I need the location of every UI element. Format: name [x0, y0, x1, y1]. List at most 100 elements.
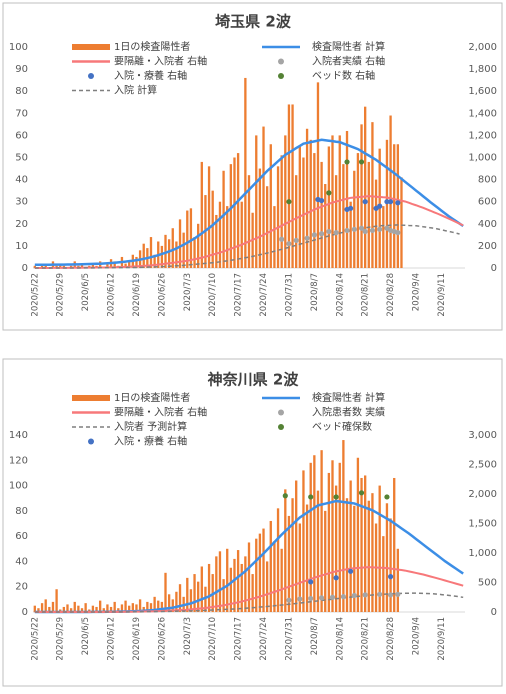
bar: [233, 157, 236, 268]
legend-swatch: [278, 424, 284, 430]
bar: [51, 601, 55, 612]
point: [293, 237, 299, 243]
y-tick-label: 20: [15, 582, 28, 593]
bar: [164, 572, 167, 612]
x-tick-label: 2020/7/3: [183, 273, 193, 311]
point: [326, 190, 332, 196]
y-tick-label: 60: [15, 130, 28, 141]
x-tick-label: 2020/6/12: [107, 617, 117, 661]
bar: [276, 508, 280, 612]
bar: [91, 605, 95, 612]
legend-label: 入院者 予測計算: [114, 420, 187, 433]
x-tick-label: 2020/8/7: [310, 273, 320, 311]
y-tick-label: 100: [9, 481, 28, 492]
bar: [258, 168, 262, 268]
point: [351, 226, 357, 232]
y2-tick-label: 2,000: [468, 42, 497, 53]
bar: [44, 599, 47, 612]
bar: [396, 144, 400, 268]
legend-label: 入院 計算: [114, 84, 157, 97]
y-tick-label: 90: [15, 64, 28, 75]
x-tick-label: 2020/8/7: [310, 617, 320, 655]
bar: [62, 606, 66, 612]
y-tick-label: 10: [15, 241, 28, 252]
y2-tick-label: 1,800: [468, 64, 497, 75]
bar: [302, 157, 305, 268]
point: [395, 591, 401, 597]
bar: [171, 599, 174, 612]
y2-tick-label: 0: [491, 263, 497, 274]
bar: [197, 581, 200, 612]
bar: [305, 504, 309, 612]
bar: [106, 263, 109, 268]
x-tick-label: 2020/5/22: [30, 617, 40, 661]
x-tick-label: 2020/7/24: [259, 273, 269, 317]
x-tick-label: 2020/7/31: [284, 273, 294, 317]
bar: [135, 604, 138, 612]
y2-tick-label: 1,400: [468, 108, 497, 119]
bar: [149, 237, 153, 268]
y2-tick-label: 400: [478, 219, 497, 230]
x-tick-label: 2020/8/21: [361, 617, 371, 661]
x-tick-label: 2020/5/22: [30, 273, 40, 317]
x-tick-label: 2020/7/17: [234, 273, 244, 317]
point: [377, 226, 383, 232]
x-tick-label: 2020/5/29: [56, 273, 66, 317]
bar: [342, 164, 345, 268]
y-tick-label: 0: [22, 607, 28, 618]
bar: [316, 490, 320, 612]
bar: [73, 601, 76, 612]
bar: [382, 206, 385, 268]
point: [282, 493, 288, 499]
bar: [175, 241, 178, 268]
point: [319, 231, 325, 237]
bar: [295, 480, 298, 612]
y2-tick-label: 1,500: [468, 519, 497, 530]
bar: [265, 186, 269, 268]
bar: [367, 161, 370, 268]
bar: [128, 261, 131, 268]
bar: [320, 161, 323, 268]
x-tick-label: 2020/5/29: [56, 617, 66, 661]
bar: [247, 175, 251, 268]
panel: [2, 358, 503, 687]
bar: [353, 505, 356, 612]
x-tick-label: 2020/8/14: [335, 617, 345, 661]
bar: [309, 462, 312, 612]
bar: [342, 440, 345, 612]
bar: [80, 608, 84, 612]
point: [351, 592, 357, 599]
bar: [396, 548, 400, 612]
y2-tick-label: 200: [478, 241, 497, 252]
y-tick-label: 60: [15, 531, 28, 542]
x-tick-label: 2020/8/28: [386, 273, 396, 317]
bar: [189, 208, 193, 268]
bar: [149, 603, 153, 612]
point: [348, 568, 354, 574]
point: [319, 595, 325, 601]
bar: [298, 523, 301, 612]
point: [286, 597, 292, 603]
bar: [124, 600, 127, 612]
bar: [226, 206, 229, 268]
point: [308, 595, 314, 602]
legend-label: 1日の検査陽性者: [114, 391, 190, 404]
legend-swatch: [72, 44, 110, 50]
bar: [269, 144, 272, 268]
point: [362, 228, 368, 235]
x-tick-label: 2020/7/3: [183, 617, 193, 655]
bar: [324, 184, 327, 268]
legend-swatch: [278, 73, 284, 79]
y2-tick-label: 800: [478, 175, 497, 186]
bar: [117, 608, 120, 612]
bar: [356, 457, 360, 612]
bar: [193, 237, 196, 268]
bar: [374, 179, 378, 268]
y2-tick-label: 1,000: [468, 153, 497, 164]
point: [377, 591, 383, 597]
bar: [251, 574, 254, 612]
bar: [153, 596, 156, 612]
legend-label: 入院・療養 右軸: [114, 69, 187, 82]
bar: [44, 265, 47, 268]
bar: [393, 477, 396, 612]
